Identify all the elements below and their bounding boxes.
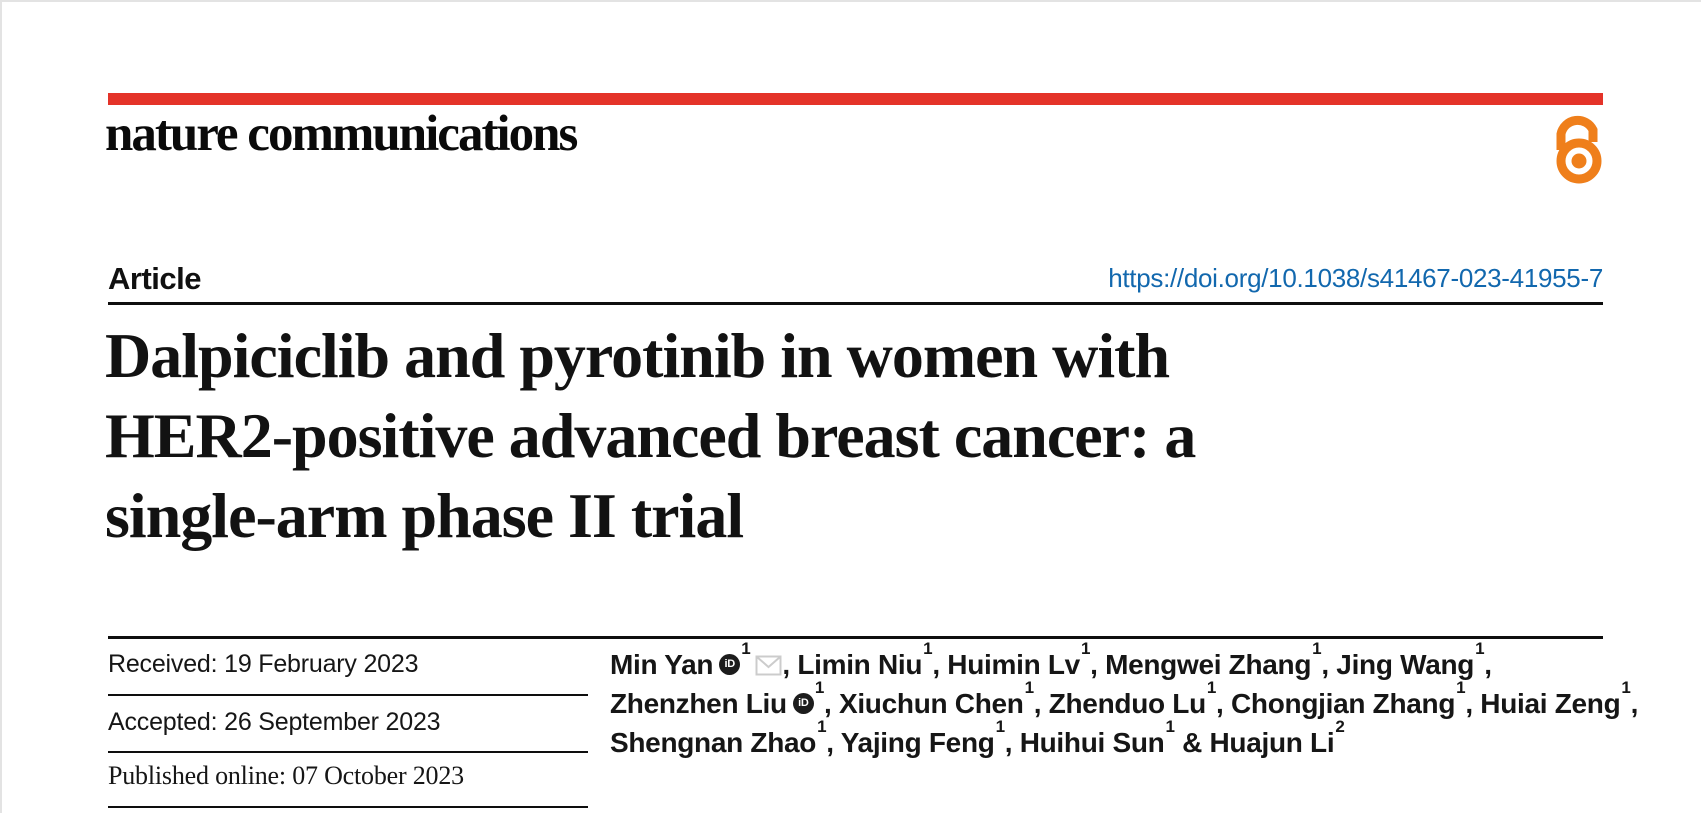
affiliation-superscript: 1 — [1080, 638, 1091, 658]
journal-accent-bar — [108, 93, 1603, 105]
affiliation-superscript: 1 — [817, 716, 827, 736]
received-value: 19 February 2023 — [224, 650, 419, 678]
author-name: Huihui Sun1 — [1019, 716, 1175, 758]
author-name: Shengnan Zhao1 — [610, 716, 827, 758]
affiliation-superscript: 1 — [1312, 638, 1322, 658]
accepted-value: 26 September 2023 — [224, 708, 441, 736]
affiliation-superscript: 1 — [1621, 677, 1631, 697]
author-name: Huiai Zeng1 — [1480, 677, 1631, 719]
title-line: Dalpiciclib and pyrotinib in women with — [105, 320, 1170, 391]
article-type-label: Article — [108, 261, 201, 296]
orcid-icon[interactable]: iD — [719, 654, 741, 676]
affiliation-superscript: 1 — [923, 638, 933, 658]
received-date-row: Received: 19 February 2023 — [108, 650, 588, 679]
journal-logo: nature communications — [105, 106, 578, 162]
author-name: Jing Wang1 — [1336, 638, 1485, 680]
author-name: Mengwei Zhang1 — [1105, 638, 1322, 680]
title-line: HER2-positive advanced breast cancer: a — [105, 400, 1196, 471]
affiliation-superscript: 1 — [1456, 677, 1466, 697]
author-name: Zhenduo Lu1 — [1048, 677, 1217, 719]
author-name: Xiuchun Chen1 — [838, 677, 1034, 719]
received-label: Received: — [108, 650, 218, 678]
author-name: Yajing Feng1 — [840, 716, 1005, 758]
divider-dates — [108, 751, 588, 753]
open-access-lock-icon — [1552, 108, 1602, 193]
divider-dates — [108, 806, 588, 808]
divider-under-article — [108, 302, 1603, 305]
affiliation-superscript: 1 — [1475, 638, 1485, 658]
divider-dates — [108, 694, 588, 696]
divider-above-metadata — [108, 636, 1603, 639]
title-line: single-arm phase II trial — [105, 480, 744, 551]
author-name: Huimin Lv1 — [947, 638, 1091, 680]
accepted-label: Accepted: — [108, 708, 218, 736]
page-top-edge — [0, 0, 1701, 2]
email-envelope-icon[interactable] — [755, 655, 782, 676]
page-left-edge — [0, 0, 2, 813]
author-name: Huajun Li2 — [1209, 716, 1345, 758]
orcid-icon[interactable]: iD — [792, 693, 814, 715]
author-name: Min Yan iD1 — [610, 640, 782, 680]
paper-title: Dalpiciclib and pyrotinib in women with … — [105, 316, 1425, 556]
affiliation-superscript: 2 — [1335, 716, 1345, 736]
accepted-date-row: Accepted: 26 September 2023 — [108, 708, 588, 737]
affiliation-superscript: 1 — [1165, 716, 1175, 736]
published-label: Published online: — [108, 761, 286, 790]
author-line: Min Yan iD1, Limin Niu1, Huimin Lv1, Meng… — [610, 638, 1492, 680]
doi-link[interactable]: https://doi.org/10.1038/s41467-023-41955… — [1108, 263, 1603, 293]
affiliation-superscript: 1 — [1206, 677, 1217, 697]
author-list: Min Yan iD1, Limin Niu1, Huimin Lv1, Meng… — [610, 638, 1639, 762]
affiliation-superscript: 1 — [814, 677, 824, 697]
affiliation-superscript: 1 — [1024, 677, 1034, 697]
author-name: Limin Niu1 — [797, 638, 933, 680]
published-value: 07 October 2023 — [292, 761, 464, 790]
published-date-row: Published online: 07 October 2023 — [108, 761, 588, 791]
author-line: Zhenzhen Liu iD1, Xiuchun Chen1, Zhenduo … — [610, 677, 1639, 719]
affiliation-superscript: 1 — [995, 716, 1005, 736]
affiliation-superscript: 1 — [741, 638, 751, 658]
author-name: Zhenzhen Liu iD1 — [610, 677, 824, 719]
author-line: Shengnan Zhao1, Yajing Feng1, Huihui Sun… — [610, 716, 1345, 758]
author-name: Chongjian Zhang1 — [1231, 677, 1466, 719]
